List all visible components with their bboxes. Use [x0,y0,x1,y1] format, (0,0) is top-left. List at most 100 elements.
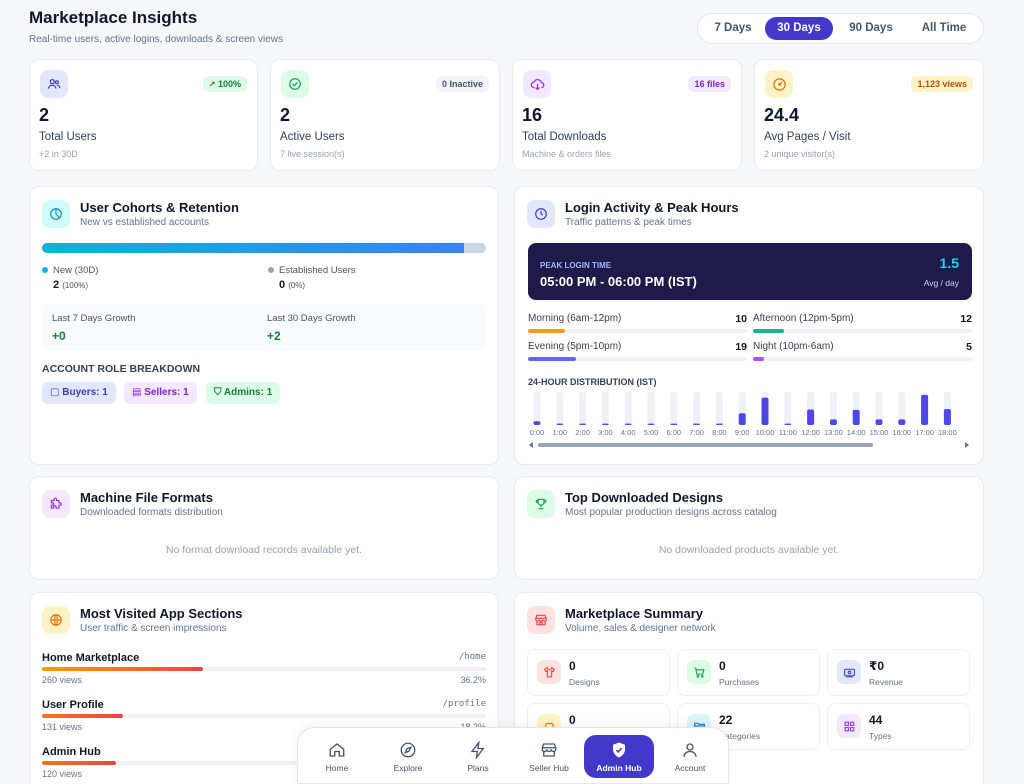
role-chip-sellers: ▤ Sellers: 1 [124,382,197,404]
summary-label: Categories [719,731,761,741]
period-bar-fill [528,329,566,333]
range-30-days[interactable]: 30 Days [765,17,833,40]
hour-tick-label: 10:00 [756,428,775,437]
section-views: 131 views [42,722,83,732]
scroll-right-icon[interactable] [965,442,969,448]
period-row: Afternoon (12pm-5pm) 12 [753,313,972,335]
nav-explore[interactable]: Explore [373,735,443,778]
period-row: Morning (6am-12pm) 10 [528,313,747,335]
growth-30d-value: +2 [267,329,281,343]
nav-admin-hub[interactable]: Admin Hub [584,735,654,778]
stat-value: 2 [280,105,291,125]
hour-bar-track [647,392,655,425]
section-path: /profile [442,699,486,709]
home-icon [329,743,345,757]
cloud-download-icon [523,70,551,98]
new-users-value: 2 [53,279,60,291]
section-title: Most Visited App Sections [80,606,243,621]
period-bar-fill [753,357,764,361]
nav-label: Admin Hub [596,763,642,773]
nav-plans[interactable]: Plans [443,735,513,778]
hour-tick-label: 0:00 [530,428,545,437]
section-row: Admin Hub 120 views [42,746,486,784]
period-bar [753,357,972,361]
cohort-split-bar [42,243,486,253]
section-title: Marketplace Summary [565,606,704,621]
growth-30d-label: Last 30 Days Growth [267,313,356,324]
hour-bar-track [670,392,678,425]
distribution-heading: 24-HOUR DISTRIBUTION (IST) [528,377,657,387]
nav-label: Explore [393,763,423,773]
summary-value: 0 [569,713,576,727]
shield-check-icon [613,742,625,758]
hour-bar [670,423,678,425]
stat-label: Total Users [39,131,97,143]
hour-tick-label: 7:00 [689,428,704,437]
hour-tick-label: 1:00 [552,428,567,437]
hour-bar [898,419,906,425]
gauge-icon [765,70,793,98]
stat-card-total-users: ↗ 100% 2 Total Users +2 in 30D [29,59,258,171]
stat-card-active-users: 0 Inactive 2 Active Users 7 live session… [270,59,500,171]
legend-label: New (30D) [53,265,99,276]
stat-sub: Machine & orders files [522,149,612,159]
hour-bar-track [533,392,541,425]
roles-heading: ACCOUNT ROLE BREAKDOWN [42,363,201,375]
clock-icon [527,200,555,228]
avg-per-day-value: 1.5 [939,255,959,271]
section-bar-fill [42,761,117,765]
page-title: Marketplace Insights [29,8,198,27]
horizontal-scrollbar[interactable] [538,443,873,447]
peak-login-panel: PEAK LOGIN TIME 05:00 PM - 06:00 PM (IST… [528,243,972,300]
nav-seller-hub[interactable]: Seller Hub [514,735,584,778]
grid-icon [837,714,861,738]
nav-label: Home [325,763,349,773]
hour-bar-track [715,392,723,425]
file-formats-card: Machine File Formats Downloaded formats … [29,476,499,580]
period-row: Evening (5pm-10pm) 19 [528,341,747,363]
nav-home[interactable]: Home [302,735,372,778]
summary-label: Purchases [719,677,760,687]
range-90-days[interactable]: 90 Days [849,22,893,34]
hour-bar [875,419,883,425]
period-bar [753,329,972,333]
stat-label: Avg Pages / Visit [764,131,851,143]
hour-bar [921,394,929,425]
cohorts-card: User Cohorts & Retention New vs establis… [29,186,499,465]
hour-bar [556,423,564,425]
role-chip-admins: ⛉ Admins: 1 [206,382,281,404]
hour-bar [624,423,632,425]
range-7-days[interactable]: 7 Days [714,22,752,34]
section-title: Machine File Formats [80,490,213,505]
hour-bar-track [556,392,564,425]
period-label: Evening (5pm-10pm) [528,341,622,352]
hour-bar [579,423,587,425]
hour-tick-label: 16:00 [892,428,911,437]
empty-state: No downloaded products available yet. [658,544,840,556]
established-users-legend: Established Users 0 (0%) [268,265,356,291]
section-name: User Profile [42,699,104,711]
period-bar-fill [753,329,784,333]
nav-account[interactable]: Account [655,735,725,778]
period-label: Afternoon (12pm-5pm) [753,313,854,324]
store-icon [541,743,557,757]
hour-bar-track [829,392,837,425]
stat-card-total-downloads: 16 files 16 Total Downloads Machine & or… [512,59,742,171]
hour-bar [601,423,609,425]
summary-value: 0 [569,659,576,673]
established-users-pct: (0%) [288,281,306,290]
summary-value: 0 [719,659,726,673]
range-all-time[interactable]: All Time [921,22,967,34]
hour-bar [647,423,655,425]
scroll-left-icon[interactable] [529,442,533,448]
summary-label: Types [869,731,892,741]
section-subtitle: New vs established accounts [80,217,209,228]
user-icon [683,743,697,757]
growth-panel: Last 7 Days Growth +0 Last 30 Days Growt… [42,304,486,351]
section-subtitle: User traffic & screen impressions [80,623,227,634]
peak-time: 05:00 PM - 06:00 PM (IST) [540,274,697,289]
hour-bar [533,421,541,425]
section-bar-fill [42,667,203,671]
hour-bar [738,413,746,425]
bottom-navigation-dock: Home Explore Plans Seller Hub Admin Hub … [297,727,729,784]
